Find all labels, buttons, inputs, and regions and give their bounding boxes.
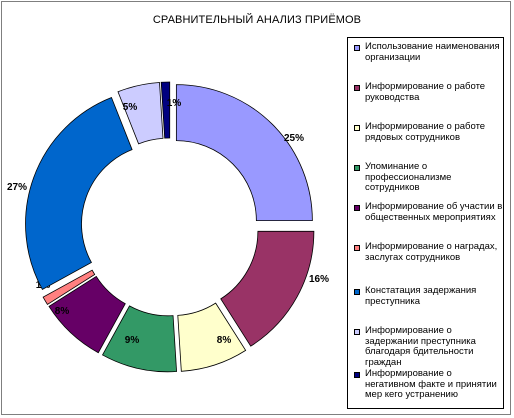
slice-value-label: 25% bbox=[284, 133, 304, 144]
doughnut-slice bbox=[101, 305, 178, 373]
legend-label: Констатация задержания преступника bbox=[365, 285, 477, 307]
legend-swatch bbox=[354, 245, 360, 251]
legend-swatch bbox=[354, 85, 360, 91]
doughnut-slice bbox=[175, 84, 313, 222]
doughnut-slice bbox=[220, 230, 315, 347]
legend-label: Упоминание о профессионализме сотруднико… bbox=[365, 161, 452, 193]
legend-label: Информирование о задержании преступника … bbox=[365, 325, 476, 368]
legend-swatch bbox=[354, 165, 360, 171]
legend-swatch bbox=[354, 125, 360, 131]
legend-swatch bbox=[354, 45, 360, 51]
legend-label: Информирование о наградах, заслугах сотр… bbox=[365, 241, 498, 263]
slice-value-label: 5% bbox=[123, 102, 138, 113]
chart-legend: Использование наименования организации Ин… bbox=[347, 37, 504, 409]
doughnut-slice bbox=[160, 81, 171, 139]
doughnut-slice bbox=[48, 275, 126, 354]
legend-label: Использование наименования организации bbox=[365, 41, 500, 63]
slice-value-label: 8% bbox=[55, 306, 70, 317]
slice-value-label: 16% bbox=[309, 274, 329, 285]
slice-value-label: 1% bbox=[167, 98, 182, 109]
legend-swatch bbox=[354, 289, 360, 295]
doughnut-slice bbox=[117, 82, 164, 145]
legend-label: Информирование о работе руководства bbox=[365, 81, 486, 103]
legend-label: Информирование об участии в общественных… bbox=[365, 201, 503, 223]
legend-swatch bbox=[354, 329, 360, 335]
doughnut-slice bbox=[42, 269, 96, 306]
doughnut-slice bbox=[25, 96, 133, 291]
slice-value-label: 27% bbox=[7, 182, 27, 193]
slice-value-label: 9% bbox=[125, 335, 140, 346]
legend-label: Информирование о негативном факте и прин… bbox=[365, 368, 497, 400]
doughnut-slice bbox=[177, 302, 247, 372]
chart-title: СРАВНИТЕЛЬНЫЙ АНАЛИЗ ПРИЁМОВ bbox=[152, 14, 362, 26]
legend-label: Информирование о работе рядовых сотрудни… bbox=[365, 121, 486, 143]
slice-value-label: 8% bbox=[217, 335, 232, 346]
legend-swatch bbox=[354, 372, 360, 378]
legend-swatch bbox=[354, 205, 360, 211]
